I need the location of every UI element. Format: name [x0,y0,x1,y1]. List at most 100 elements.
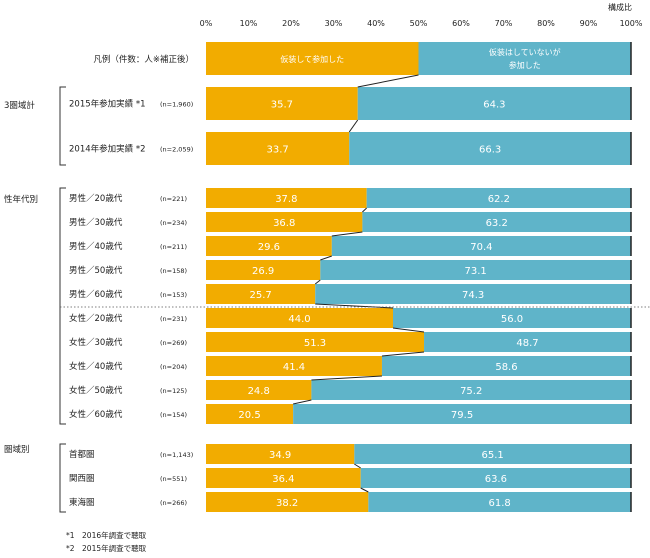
bar-segment-costume [206,492,369,512]
bar-segment-costume [206,444,355,464]
data-label-no-costume: 66.3 [479,145,501,156]
data-label-no-costume: 75.2 [460,386,482,397]
row-sample-size: (n=158) [160,267,187,275]
data-label-no-costume: 79.5 [451,410,473,421]
connector-line [293,399,312,405]
data-label-costume: 24.8 [248,386,270,397]
group-label: 3圏域計 [4,100,35,111]
x-tick-label: 40% [367,19,385,28]
data-label-costume: 36.8 [273,218,295,229]
bar-segment-no-costume [320,260,631,280]
row-label: 関西圏 [69,474,95,484]
bar-segment-costume [206,284,316,304]
row-sample-size: (n=204) [160,363,187,371]
row-label: 男性／40歳代 [69,241,123,252]
bar-segment-costume [206,380,312,400]
data-label-no-costume: 70.4 [470,242,492,253]
bar-segment-costume [206,87,358,120]
bar-segment-costume [206,188,367,208]
data-label-no-costume: 64.3 [483,100,505,111]
bar-segment-no-costume [360,468,631,488]
bar-segment-no-costume [366,188,631,208]
row-label: 女性／50歳代 [69,385,123,396]
connector-line [348,119,359,133]
bar-segment-costume [206,356,382,376]
x-tick-label: 20% [282,19,300,28]
x-axis-ticks: 0% 10% 20% 30% 40% 50% 60% 70% 80% 90% 100% [200,19,643,28]
bar-segment-costume [206,212,363,232]
data-label-costume: 33.7 [266,145,288,156]
group-bracket [59,86,66,166]
row-label: 女性／20歳代 [69,313,123,324]
bar-segment-no-costume [349,132,631,165]
data-label-costume: 38.2 [276,498,298,509]
data-label-no-costume: 56.0 [501,314,523,325]
row-sample-size: (n=234) [160,219,187,227]
bar-segment-costume [206,404,294,424]
bar-segment-costume [206,236,332,256]
x-tick-label: 0% [200,19,213,28]
data-label-costume: 37.8 [275,194,297,205]
row-label: 女性／30歳代 [69,337,123,348]
row-label: 男性／30歳代 [69,217,123,228]
connector-line [354,463,361,469]
data-label-no-costume: 73.1 [465,266,487,277]
row-sample-size: (n=2,059) [160,146,193,154]
row-sample-size: (n=154) [160,411,187,419]
bar-segment-no-costume [357,87,631,120]
bar-segment-no-costume [381,356,631,376]
connector-line [320,255,332,261]
legend-label-costume: 仮装して参加した [280,54,344,64]
connector-line [360,487,369,493]
row-sample-size: (n=125) [160,387,187,395]
row-label: 首都圏 [69,449,95,460]
row-sample-size: (n=211) [160,243,187,251]
data-label-no-costume: 63.2 [486,218,508,229]
group-brackets [59,86,66,513]
bar-segment-costume [206,260,321,280]
data-label-costume: 20.5 [238,410,260,421]
footnote-2: *2 2015年調査で聴取 [66,543,147,553]
group-bracket [59,443,66,513]
bar-segment-no-costume [424,332,631,352]
data-label-costume: 36.4 [272,474,294,485]
x-tick-label: 100% [620,19,643,28]
row-sample-size: (n=221) [160,195,187,203]
connector-line [331,231,363,237]
row-label: 女性／60歳代 [69,409,123,420]
bars: 35.7 64.3 33.7 66.3 37.8 62.2 36.8 63.2 29.6 70.4… [206,74,632,512]
group-bracket [59,187,66,425]
row-label: 男性／50歳代 [69,265,123,276]
unit-label: 構成比 [608,2,632,12]
group-label: 性年代別 [4,194,38,205]
legend-swatch-costume [206,42,419,75]
x-tick-label: 70% [495,19,513,28]
legend-label-no-costume: 仮装はしていないが参加した [489,47,561,70]
row-labels: 3圏域計 2015年参加実績 *1 (n=1,960) 2014年参加実績 *2 (n=… [4,99,193,509]
row-label: 男性／20歳代 [69,193,123,204]
connector-line [315,303,394,309]
legend-row-label: 凡例（件数：人※補正後） [93,54,194,65]
x-tick-label: 50% [410,19,428,28]
bar-segment-costume [206,132,350,165]
row-label: 2014年参加実績 *2 [69,144,146,155]
row-sample-size: (n=1,143) [160,451,193,459]
row-label: 2015年参加実績 *1 [69,99,146,110]
bar-segment-no-costume [311,380,631,400]
bar-segment-costume [206,308,393,328]
data-label-costume: 35.7 [271,100,293,111]
bar-segment-no-costume [331,236,631,256]
bar-segment-no-costume [354,444,631,464]
data-label-costume: 26.9 [252,266,274,277]
connector-line [357,74,419,88]
data-label-no-costume: 62.2 [488,194,510,205]
bar-segment-no-costume [368,492,631,512]
data-label-costume: 25.7 [249,290,271,301]
row-sample-size: (n=153) [160,291,187,299]
row-sample-size: (n=269) [160,339,187,347]
legend-row: 凡例（件数：人※補正後） 仮装して参加した 仮装はしていないが参加した [93,42,632,75]
data-label-no-costume: 58.6 [495,362,517,373]
bar-segment-costume [206,468,361,488]
x-tick-label: 90% [580,19,598,28]
